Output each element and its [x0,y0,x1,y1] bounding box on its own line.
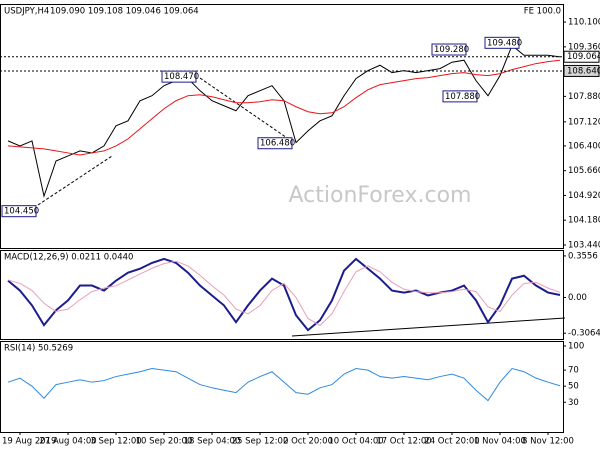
x-tick-label: 17 Oct 12:00 [376,437,431,447]
annotation-label: 106.480 [260,139,295,149]
panel-title: RSI(14) 50.5269 [4,344,73,354]
y-tick-label: 107.120 [568,117,600,127]
y-tick-label: 107.880 [568,92,600,102]
annotation-label: 104.450 [4,207,39,217]
y-tick-label: -0.3064 [568,329,600,339]
price-label-box [563,64,600,77]
y-tick-label: 100 [568,342,584,352]
y-tick-label: 105.660 [568,166,600,176]
y-tick-label: 0.3556 [568,251,598,261]
annotation-label: 109.480 [487,38,522,48]
watermark: ActionForex.com [289,183,472,208]
y-tick-label: 70 [568,366,579,376]
macd-panel [0,250,564,340]
x-tick-label: 2 Oct 20:00 [283,437,333,447]
series-line [7,367,561,402]
trendline [291,317,566,337]
x-tick-label: 24 Oct 20:00 [424,437,479,447]
panel-subtitle: 109.090 109.108 109.046 109.064 [50,7,199,17]
annotation-box [1,205,37,218]
annotation-label: 107.880 [445,92,480,102]
series-line [7,260,561,327]
annotation-box [442,90,478,103]
x-tick-label: 3 Sep 12:00 [90,437,141,447]
x-tick-label: 18 Sep 04:00 [184,437,241,447]
price-label-box [563,50,600,63]
price-label: 108.640 [567,66,600,76]
trendline [199,77,291,141]
rsi-panel [0,341,564,433]
y-tick-label: 110.100 [568,18,600,28]
annotation-label: 109.280 [434,45,469,55]
x-tick-label: 27 Aug 04:00 [39,437,96,447]
panel-title: USDJPY,H4 [4,7,49,17]
series-line [7,59,561,156]
annotation-box [431,43,467,56]
y-tick-label: 106.400 [568,141,600,151]
x-tick-label: 10 Oct 04:00 [328,437,383,447]
annotation-label: 108.470 [164,72,199,82]
x-tick-label: 19 Aug 2019 [2,437,56,447]
y-tick-label: 30 [568,398,579,408]
price-panel [0,4,564,249]
y-tick-label: 50 [568,382,579,392]
y-tick-label: 103.440 [568,240,600,250]
price-label: 109.064 [567,52,600,62]
annotation-box [484,36,520,49]
y-tick-label: 109.360 [568,42,600,52]
y-tick-label: 0.00 [568,293,587,303]
x-tick-label: 10 Sep 20:00 [136,437,193,447]
corner-note: FE 100.0 [524,7,561,17]
x-tick-label: 25 Sep 12:00 [232,437,289,447]
panel-title: MACD(12,26,9) 0.0211 0.0440 [4,253,133,263]
x-tick-label: 8 Nov 12:00 [522,437,574,447]
y-tick-label: 104.920 [568,191,600,201]
annotation-box [161,70,197,83]
x-tick-label: 1 Nov 04:00 [474,437,526,447]
y-tick-label: 104.180 [568,216,600,226]
annotation-box [257,137,293,150]
